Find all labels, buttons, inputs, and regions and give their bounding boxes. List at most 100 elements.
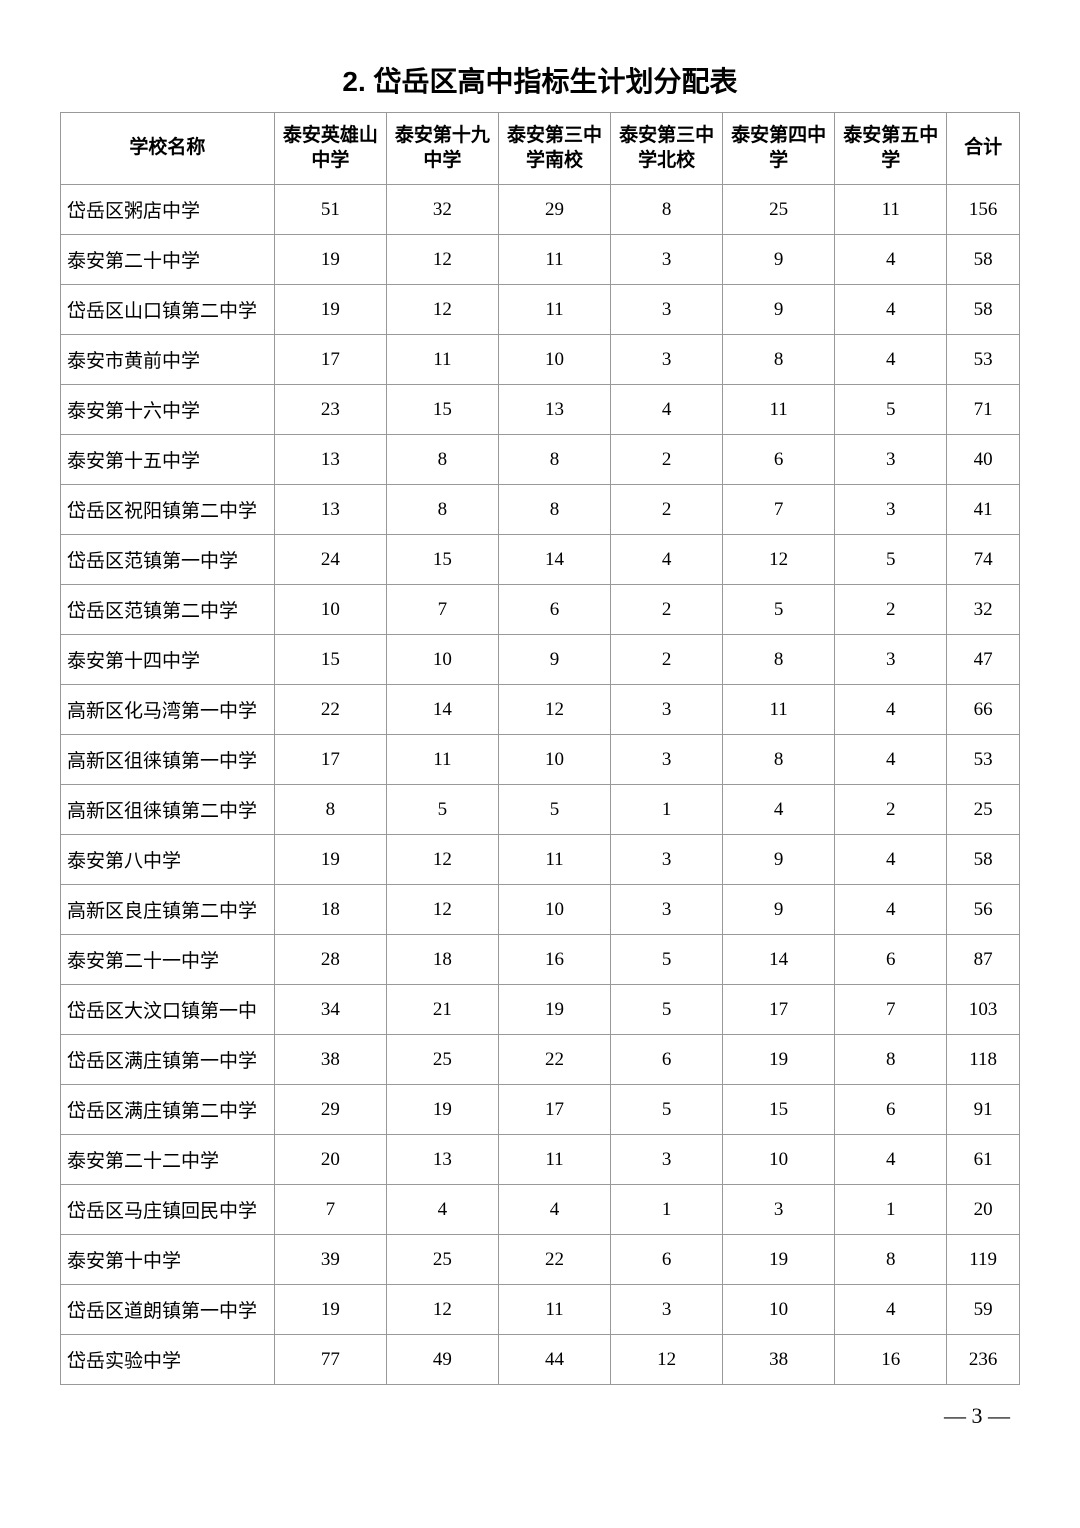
data-cell: 14 (723, 935, 835, 985)
school-name-cell: 高新区良庄镇第二中学 (61, 885, 275, 935)
data-cell: 19 (723, 1035, 835, 1085)
data-cell: 3 (835, 635, 947, 685)
data-cell: 3 (611, 885, 723, 935)
data-cell: 156 (947, 185, 1020, 235)
data-cell: 19 (274, 285, 386, 335)
table-row: 岱岳区山口镇第二中学19121139458 (61, 285, 1020, 335)
data-cell: 4 (835, 685, 947, 735)
table-row: 高新区徂徕镇第一中学17111038453 (61, 735, 1020, 785)
data-cell: 5 (835, 385, 947, 435)
data-cell: 3 (611, 335, 723, 385)
data-cell: 8 (498, 435, 610, 485)
data-cell: 32 (947, 585, 1020, 635)
table-row: 泰安第八中学19121139458 (61, 835, 1020, 885)
data-cell: 3 (611, 1285, 723, 1335)
data-cell: 11 (386, 735, 498, 785)
school-name-cell: 泰安第二十二中学 (61, 1135, 275, 1185)
data-cell: 9 (723, 835, 835, 885)
data-cell: 12 (386, 1285, 498, 1335)
data-cell: 7 (386, 585, 498, 635)
data-cell: 38 (274, 1035, 386, 1085)
data-cell: 77 (274, 1335, 386, 1385)
data-cell: 40 (947, 435, 1020, 485)
school-name-cell: 泰安第八中学 (61, 835, 275, 885)
data-cell: 4 (723, 785, 835, 835)
school-name-cell: 岱岳区山口镇第二中学 (61, 285, 275, 335)
data-cell: 28 (274, 935, 386, 985)
table-row: 泰安第十四中学1510928347 (61, 635, 1020, 685)
data-cell: 15 (386, 535, 498, 585)
data-cell: 2 (835, 785, 947, 835)
table-row: 岱岳实验中学774944123816236 (61, 1335, 1020, 1385)
data-cell: 1 (835, 1185, 947, 1235)
data-cell: 3 (611, 835, 723, 885)
data-cell: 4 (386, 1185, 498, 1235)
data-cell: 1 (611, 785, 723, 835)
data-cell: 8 (386, 435, 498, 485)
data-cell: 22 (498, 1235, 610, 1285)
data-cell: 58 (947, 235, 1020, 285)
school-name-cell: 高新区化马湾第一中学 (61, 685, 275, 735)
data-cell: 53 (947, 735, 1020, 785)
data-cell: 4 (835, 1135, 947, 1185)
data-cell: 10 (386, 635, 498, 685)
data-cell: 5 (723, 585, 835, 635)
data-cell: 15 (274, 635, 386, 685)
data-cell: 15 (386, 385, 498, 435)
table-row: 岱岳区粥店中学51322982511156 (61, 185, 1020, 235)
table-row: 岱岳区道朗镇第一中学191211310459 (61, 1285, 1020, 1335)
data-cell: 5 (611, 935, 723, 985)
data-cell: 9 (498, 635, 610, 685)
header-c4: 泰安第三中学北校 (611, 113, 723, 185)
data-cell: 8 (274, 785, 386, 835)
data-cell: 19 (274, 1285, 386, 1335)
data-cell: 8 (835, 1235, 947, 1285)
data-cell: 8 (723, 335, 835, 385)
data-cell: 3 (611, 685, 723, 735)
data-cell: 4 (611, 385, 723, 435)
data-cell: 7 (835, 985, 947, 1035)
data-cell: 8 (723, 735, 835, 785)
data-cell: 41 (947, 485, 1020, 535)
data-cell: 12 (723, 535, 835, 585)
data-cell: 25 (386, 1035, 498, 1085)
table-row: 泰安第十六中学231513411571 (61, 385, 1020, 435)
data-cell: 5 (611, 985, 723, 1035)
data-cell: 19 (386, 1085, 498, 1135)
data-cell: 34 (274, 985, 386, 1035)
data-cell: 9 (723, 235, 835, 285)
header-c2: 泰安第十九中学 (386, 113, 498, 185)
data-cell: 59 (947, 1285, 1020, 1335)
data-cell: 17 (723, 985, 835, 1035)
school-name-cell: 高新区徂徕镇第一中学 (61, 735, 275, 785)
data-cell: 16 (498, 935, 610, 985)
header-c6: 泰安第五中学 (835, 113, 947, 185)
table-row: 泰安第二十中学19121139458 (61, 235, 1020, 285)
data-cell: 2 (611, 435, 723, 485)
data-cell: 4 (835, 885, 947, 935)
data-cell: 18 (274, 885, 386, 935)
data-cell: 4 (611, 535, 723, 585)
data-cell: 2 (835, 585, 947, 635)
data-cell: 12 (386, 885, 498, 935)
header-row: 学校名称 泰安英雄山中学 泰安第十九中学 泰安第三中学南校 泰安第三中学北校 泰… (61, 113, 1020, 185)
header-c3: 泰安第三中学南校 (498, 113, 610, 185)
school-name-cell: 岱岳区满庄镇第一中学 (61, 1035, 275, 1085)
data-cell: 20 (274, 1135, 386, 1185)
table-row: 泰安第二十一中学281816514687 (61, 935, 1020, 985)
data-cell: 4 (835, 285, 947, 335)
header-school: 学校名称 (61, 113, 275, 185)
data-cell: 9 (723, 885, 835, 935)
data-cell: 10 (498, 335, 610, 385)
table-row: 岱岳区范镇第二中学107625232 (61, 585, 1020, 635)
data-cell: 5 (835, 535, 947, 585)
school-name-cell: 岱岳区满庄镇第二中学 (61, 1085, 275, 1135)
data-cell: 8 (498, 485, 610, 535)
school-name-cell: 岱岳区粥店中学 (61, 185, 275, 235)
data-cell: 11 (723, 385, 835, 435)
school-name-cell: 岱岳区范镇第一中学 (61, 535, 275, 585)
data-cell: 56 (947, 885, 1020, 935)
data-cell: 47 (947, 635, 1020, 685)
table-row: 高新区徂徕镇第二中学85514225 (61, 785, 1020, 835)
page-number: — 3 — (60, 1403, 1020, 1429)
